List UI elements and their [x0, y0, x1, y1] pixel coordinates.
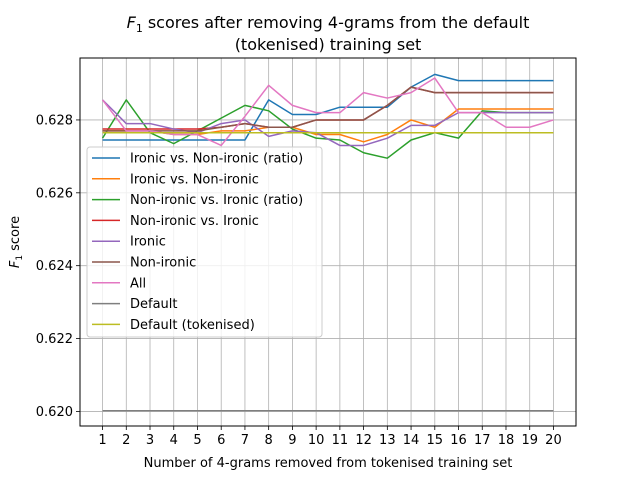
legend-label-ironic-vs-non-ironic-ratio: Ironic vs. Non-ironic (ratio): [130, 152, 303, 167]
x-tick-label: 11: [332, 433, 349, 448]
x-tick-label: 15: [427, 433, 444, 448]
legend-label-ironic: Ironic: [130, 235, 166, 250]
series-line-all: [101, 77, 554, 147]
x-tick-label: 18: [498, 433, 515, 448]
chart-title-line2: (tokenised) training set: [235, 35, 422, 54]
x-tick-label: 12: [355, 433, 372, 448]
y-ticks: 0.620 0.622 0.624 0.626 0.628: [36, 113, 80, 420]
y-tick-label: 0.628: [36, 113, 73, 128]
title-main-text: scores after removing 4-grams from the d…: [148, 13, 530, 32]
title-f-subscript: 1: [136, 22, 143, 35]
x-tick-label: 10: [308, 433, 325, 448]
series-lines: [101, 73, 554, 412]
legend-label-non-ironic-vs-ironic-ratio: Non-ironic vs. Ironic (ratio): [130, 193, 303, 208]
ylabel-f-symbol: F: [8, 260, 23, 268]
x-ticks: 1 2 3 4 5 6 7 8 9 10 11 12 13 14 15 16 17 18 19 20: [98, 426, 562, 448]
legend-box: [86, 146, 323, 338]
x-axis-label: Number of 4-grams removed from tokenised…: [144, 456, 513, 471]
x-tick-label: 2: [122, 433, 130, 448]
y-tick-label: 0.622: [36, 332, 73, 347]
series-line-non-ironic: [102, 86, 554, 132]
series-line-ironic-vs-non-ironic-ratio: [102, 73, 554, 141]
ylabel-rest: score: [8, 216, 23, 251]
legend-label-ironic-vs-non-ironic: Ironic vs. Non-ironic: [130, 172, 259, 187]
legend-items: Ironic vs. Non-ironic (ratio) Ironic vs. …: [92, 152, 303, 333]
ylabel-f-subscript: 1: [15, 255, 25, 261]
x-tick-label: 9: [288, 433, 296, 448]
y-tick-label: 0.620: [36, 405, 73, 420]
x-tick-label: 20: [545, 433, 562, 448]
chart-title-line1: F1 scores after removing 4-grams from the…: [127, 13, 530, 35]
legend-label-non-ironic: Non-ironic: [130, 256, 196, 271]
x-tick-label: 6: [217, 433, 225, 448]
x-tick-label: 14: [403, 433, 420, 448]
x-tick-label: 7: [241, 433, 249, 448]
x-tick-label: 5: [193, 433, 201, 448]
x-tick-label: 1: [98, 433, 106, 448]
legend-label-all: All: [130, 276, 146, 291]
title-f-symbol: F: [127, 13, 137, 32]
y-axis-label: F1 score: [8, 216, 25, 268]
y-tick-label: 0.624: [36, 259, 73, 274]
legend-label-default: Default: [130, 297, 178, 312]
y-tick-label: 0.626: [36, 186, 73, 201]
legend-label-non-ironic-vs-ironic: Non-ironic vs. Ironic: [130, 214, 259, 229]
axes-frame: [79, 57, 577, 427]
legend-label-default-tokenised: Default (tokenised): [130, 318, 255, 333]
x-tick-label: 4: [170, 433, 178, 448]
x-tick-label: 3: [146, 433, 154, 448]
x-tick-label: 19: [521, 433, 538, 448]
legend: Ironic vs. Non-ironic (ratio) Ironic vs. …: [86, 146, 323, 338]
x-tick-label: 13: [379, 433, 396, 448]
x-tick-label: 8: [265, 433, 273, 448]
x-tick-label: 16: [450, 433, 467, 448]
x-tick-label: 17: [474, 433, 491, 448]
